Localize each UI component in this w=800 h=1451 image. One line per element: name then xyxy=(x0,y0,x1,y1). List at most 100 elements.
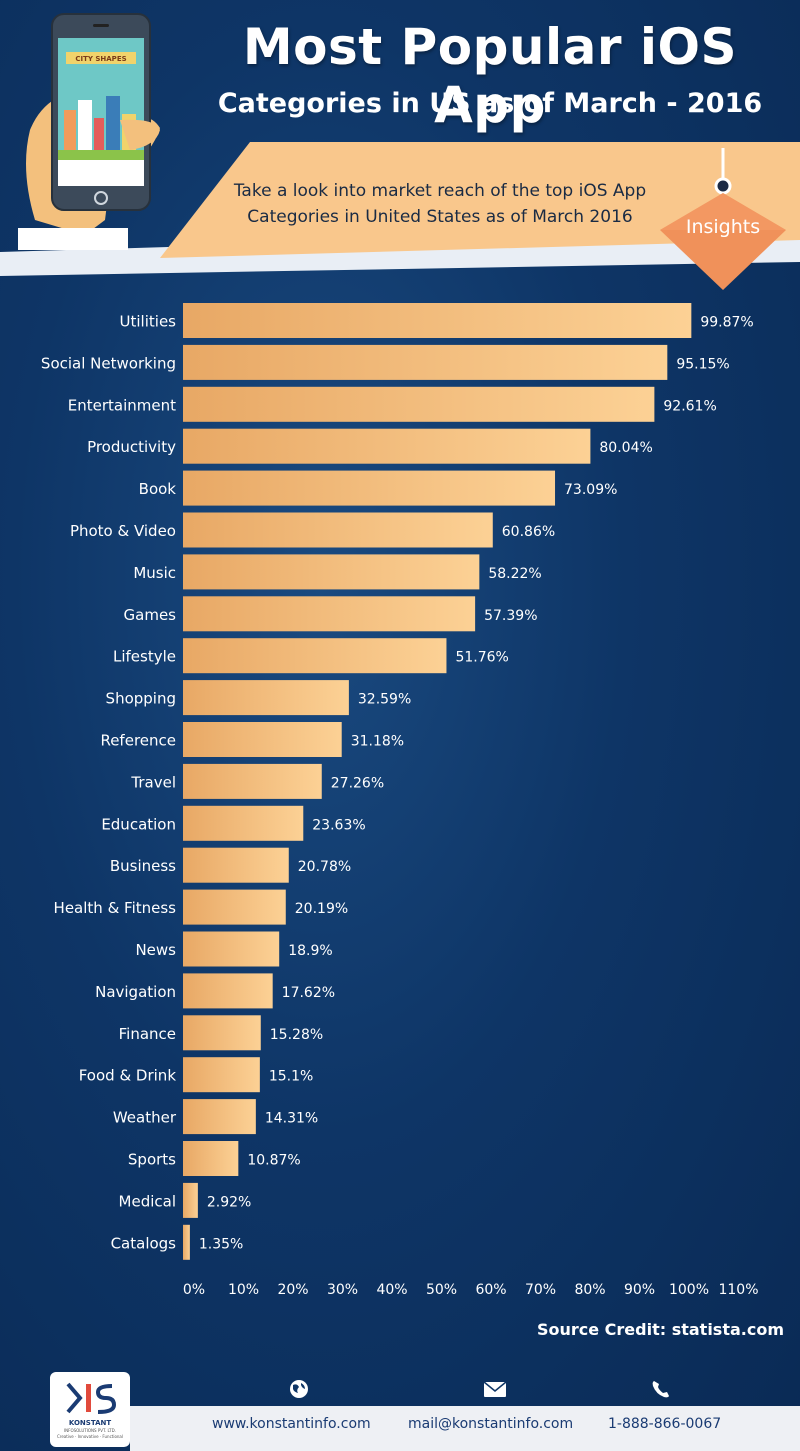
insights-label: Insights xyxy=(685,216,761,238)
x-tick-label: 40% xyxy=(376,1282,407,1298)
value-label: 32.59% xyxy=(358,692,411,708)
value-label: 92.61% xyxy=(663,398,716,414)
bar xyxy=(183,1141,239,1176)
bar xyxy=(183,470,556,506)
category-label: Weather xyxy=(113,1109,177,1127)
category-label: Catalogs xyxy=(111,1234,177,1252)
category-label: Book xyxy=(139,480,177,498)
category-label: Photo & Video xyxy=(70,522,176,540)
page-subtitle: Categories in US as of March - 2016 xyxy=(217,88,763,119)
category-label: Utilities xyxy=(120,313,177,331)
bar xyxy=(183,1099,256,1135)
konstant-logo-icon xyxy=(66,1382,117,1414)
x-tick-label: 0% xyxy=(183,1282,205,1298)
category-label: Music xyxy=(133,564,176,582)
value-label: 17.62% xyxy=(282,985,335,1001)
bar xyxy=(183,722,342,757)
bar xyxy=(183,1015,261,1051)
category-label: Entertainment xyxy=(68,396,176,414)
bar xyxy=(183,680,349,716)
x-tick-label: 70% xyxy=(525,1282,556,1298)
category-label: Education xyxy=(101,815,176,833)
banner-line-2: Categories in United States as of March … xyxy=(247,207,633,227)
bar xyxy=(183,805,304,841)
bar xyxy=(183,512,493,548)
value-label: 58.22% xyxy=(488,566,541,582)
category-label: Productivity xyxy=(87,438,176,456)
category-label: Health & Fitness xyxy=(54,899,177,917)
category-label: Lifestyle xyxy=(113,648,176,666)
value-label: 20.78% xyxy=(298,859,351,875)
x-tick-label: 80% xyxy=(574,1282,605,1298)
x-tick-label: 30% xyxy=(327,1282,358,1298)
bar xyxy=(183,1057,260,1093)
bar xyxy=(183,428,591,464)
x-tick-label: 100% xyxy=(669,1282,709,1298)
x-tick-label: 110% xyxy=(718,1282,758,1298)
bar xyxy=(183,386,655,422)
category-label: Navigation xyxy=(95,983,176,1001)
category-label: News xyxy=(135,941,176,959)
value-label: 14.31% xyxy=(265,1111,318,1127)
category-label: Shopping xyxy=(106,690,176,708)
value-label: 95.15% xyxy=(676,356,729,372)
phone-screen-label: CITY SHAPES xyxy=(75,55,126,63)
value-label: 60.86% xyxy=(502,524,555,540)
logo-subname: INFOSOLUTIONS PVT. LTD. xyxy=(64,1428,116,1433)
logo-name: KONSTANT xyxy=(68,1419,112,1427)
category-label: Finance xyxy=(119,1025,176,1043)
globe-icon xyxy=(290,1380,308,1398)
category-label: Business xyxy=(110,857,176,875)
insights-banner xyxy=(0,142,800,290)
value-label: 15.1% xyxy=(269,1069,313,1085)
bar xyxy=(183,554,480,590)
header: CITY SHAPES Most Popular iOS App Categor… xyxy=(0,0,800,290)
category-label: Games xyxy=(124,606,177,624)
bar xyxy=(183,1182,198,1218)
category-label: Food & Drink xyxy=(79,1067,177,1085)
category-label: Sports xyxy=(128,1151,176,1169)
value-label: 10.87% xyxy=(247,1153,300,1169)
value-label: 2.92% xyxy=(207,1194,251,1210)
category-label: Reference xyxy=(100,732,176,750)
bar-chart: Utilities 99.87% Social Networking 95.15% En… xyxy=(41,303,759,1298)
bar xyxy=(183,344,668,380)
bar xyxy=(183,763,322,799)
value-label: 15.28% xyxy=(270,1027,323,1043)
bar xyxy=(183,596,476,632)
bar xyxy=(183,931,280,967)
x-tick-label: 50% xyxy=(426,1282,457,1298)
banner-description: Take a look into market reach of the top… xyxy=(170,178,710,230)
value-label: 27.26% xyxy=(331,775,384,791)
bar xyxy=(183,638,447,674)
x-tick-label: 20% xyxy=(277,1282,308,1298)
phone-illustration-icon: CITY SHAPES xyxy=(18,13,160,250)
x-tick-label: 60% xyxy=(475,1282,506,1298)
bar xyxy=(183,973,273,1009)
x-tick-label: 10% xyxy=(228,1282,259,1298)
phone-icon xyxy=(652,1381,669,1398)
bar xyxy=(183,1224,190,1260)
value-label: 51.76% xyxy=(455,650,508,666)
logo-tagline: Creative · Innovative · Functional xyxy=(57,1434,123,1439)
value-label: 31.18% xyxy=(351,734,404,750)
value-label: 57.39% xyxy=(484,608,537,624)
footer-band xyxy=(130,1406,800,1451)
bar xyxy=(183,303,692,338)
category-label: Travel xyxy=(130,773,176,791)
company-logo[interactable]: KONSTANT INFOSOLUTIONS PVT. LTD. Creativ… xyxy=(50,1372,130,1447)
value-label: 80.04% xyxy=(599,440,652,456)
banner-line-1: Take a look into market reach of the top… xyxy=(233,181,647,201)
footer-phone-link[interactable]: 1-888-866-0067 xyxy=(608,1416,722,1432)
footer-email-link[interactable]: mail@konstantinfo.com xyxy=(408,1416,574,1432)
value-label: 99.87% xyxy=(700,315,753,331)
value-label: 1.35% xyxy=(199,1236,243,1252)
envelope-icon xyxy=(483,1381,507,1397)
category-label: Social Networking xyxy=(41,354,176,372)
footer-website-link[interactable]: www.konstantinfo.com xyxy=(212,1416,371,1432)
value-label: 73.09% xyxy=(564,482,617,498)
x-tick-label: 90% xyxy=(624,1282,655,1298)
value-label: 23.63% xyxy=(312,817,365,833)
page-title: Most Popular iOS App xyxy=(242,18,738,134)
source-credit: Source Credit: statista.com xyxy=(536,1320,784,1339)
